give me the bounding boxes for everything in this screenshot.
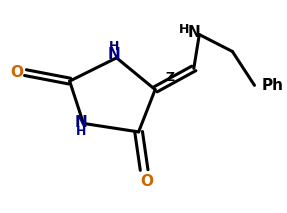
Text: Ph: Ph bbox=[261, 78, 283, 93]
Text: H: H bbox=[75, 125, 86, 138]
Text: H: H bbox=[108, 40, 119, 53]
Text: N: N bbox=[187, 25, 200, 40]
Text: Z: Z bbox=[166, 71, 175, 84]
Text: O: O bbox=[140, 174, 153, 189]
Text: H: H bbox=[179, 23, 189, 36]
Text: N: N bbox=[74, 115, 87, 130]
Text: O: O bbox=[10, 65, 23, 80]
Text: N: N bbox=[107, 47, 120, 62]
